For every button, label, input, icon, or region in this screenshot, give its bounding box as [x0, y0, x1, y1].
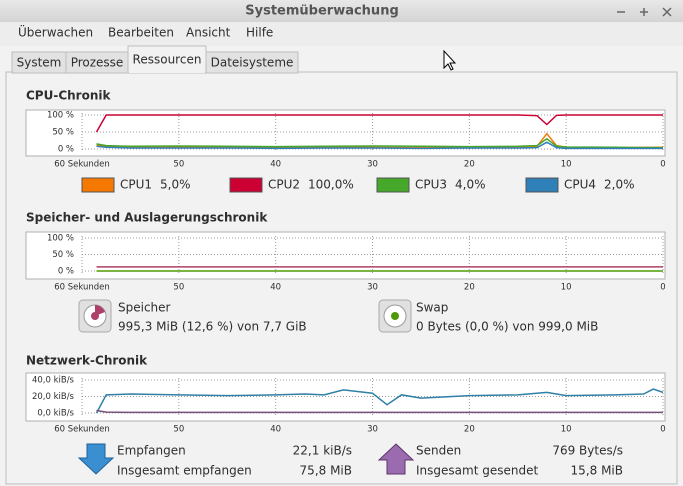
total-value: 15,8 MiB [571, 464, 623, 478]
x-tick-label: 30 [367, 425, 378, 435]
legend-swatch [525, 177, 559, 193]
total-value: 75,8 MiB [300, 464, 352, 478]
window-controls[interactable] [617, 7, 672, 17]
legend-label: CPU2 [268, 178, 300, 192]
upload-icon [377, 443, 415, 475]
menu-bar [0, 22, 683, 46]
y-tick-label: 50 % [52, 128, 74, 138]
legend-value: 5,0% [160, 178, 191, 192]
y-tick-label: 0,0 kiB/s [37, 409, 74, 419]
x-tick-label: 20 [464, 425, 475, 435]
title-bar [0, 0, 683, 22]
window-title: Systemüberwachung [245, 4, 399, 19]
memory-icon [78, 299, 112, 333]
tab-label[interactable]: Dateisysteme [211, 56, 294, 70]
y-tick-label: 40,0 kiB/s [32, 376, 75, 386]
tab-label[interactable]: System [17, 56, 62, 70]
series-line [96, 141, 663, 150]
legend-label: CPU4 [564, 178, 596, 192]
section-heading: Speicher- und Auslagerungschronik [26, 211, 268, 225]
legend-swatch [81, 177, 115, 193]
swap-icon [378, 299, 412, 333]
tab[interactable] [205, 51, 299, 74]
total-label: Insgesamt gesendet [416, 464, 538, 478]
legend-value: 100,0% [308, 178, 354, 192]
legend-label: CPU3 [415, 178, 447, 192]
legend-value: 2,0% [604, 178, 635, 192]
x-tick-label: 60 Sekunden [54, 283, 110, 293]
x-tick-label: 40 [270, 425, 281, 435]
y-tick-label: 50 % [52, 250, 74, 260]
legend-label: Senden [416, 444, 461, 458]
rate-value: 769 Bytes/s [552, 444, 623, 458]
menu-item[interactable]: Überwachen [18, 24, 93, 40]
legend-value: 4,0% [455, 178, 486, 192]
y-tick-label: 20,0 kiB/s [32, 392, 75, 402]
x-tick-label: 10 [561, 425, 572, 435]
rate-value: 22,1 kiB/s [293, 444, 352, 458]
menu-item[interactable]: Ansicht [186, 26, 231, 40]
y-tick-label: 100 % [47, 234, 74, 244]
series-line [95, 388, 664, 414]
memory-detail: 995,3 MiB (12,6 %) von 7,7 GiB [118, 320, 307, 334]
download-icon [77, 443, 115, 475]
tab-label[interactable]: Ressourcen [133, 53, 202, 67]
section-heading: CPU-Chronik [26, 89, 111, 103]
total-label: Insgesamt empfangen [117, 464, 252, 478]
x-tick-label: 20 [464, 160, 475, 170]
legend-swatch [229, 177, 263, 193]
series-line [96, 409, 663, 414]
x-tick-label: 0 [660, 283, 665, 293]
legend-label: Speicher [118, 301, 171, 315]
tab-label[interactable]: Prozesse [71, 56, 124, 70]
mouse-cursor [443, 49, 457, 71]
x-tick-label: 50 [173, 160, 184, 170]
memory-detail: 0 Bytes (0,0 %) von 999,0 MiB [416, 320, 598, 334]
x-tick-label: 0 [660, 425, 665, 435]
series-line [96, 137, 664, 149]
series-line [95, 114, 663, 133]
tab-active[interactable] [127, 45, 207, 74]
menu-item[interactable]: Hilfe [246, 26, 273, 40]
x-tick-label: 50 [173, 425, 184, 435]
y-tick-label: 100 % [47, 111, 74, 121]
menu-item[interactable]: Bearbeiten [108, 26, 174, 40]
x-tick-label: 40 [270, 160, 281, 170]
x-tick-label: 30 [367, 160, 378, 170]
plot-frame [25, 231, 666, 280]
y-tick-label: 0 % [58, 145, 74, 155]
x-tick-label: 10 [561, 283, 572, 293]
section-heading: Netzwerk-Chronik [26, 354, 148, 368]
x-tick-label: 30 [367, 283, 378, 293]
legend-label: Empfangen [117, 444, 186, 458]
legend-label: Swap [416, 301, 448, 315]
legend-label: CPU1 [120, 178, 152, 192]
x-tick-label: 20 [464, 283, 475, 293]
legend-swatch [376, 177, 410, 193]
y-tick-label: 0 % [58, 267, 74, 277]
x-tick-label: 60 Sekunden [54, 425, 110, 435]
x-tick-label: 40 [270, 283, 281, 293]
x-tick-label: 60 Sekunden [54, 160, 110, 170]
x-tick-label: 50 [173, 283, 184, 293]
x-tick-label: 10 [561, 160, 572, 170]
x-tick-label: 0 [660, 160, 665, 170]
